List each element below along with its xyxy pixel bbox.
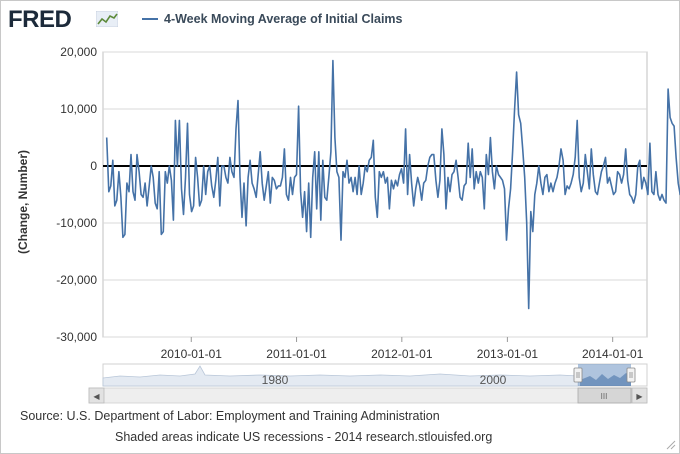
navigator-handle-right[interactable]	[626, 367, 636, 383]
x-tick-label: 2011-01-01	[266, 347, 327, 361]
y-tick-label: -30,000	[56, 330, 97, 344]
x-tick-label: 2013-01-01	[477, 347, 539, 361]
navigator-label-2000: 2000	[480, 373, 507, 387]
scrollbar-track[interactable]	[88, 387, 648, 404]
scroll-left-arrow-icon: ◀	[93, 392, 100, 401]
x-axis: 2010-01-01 2011-01-01 2012-01-01 2013-01-01…	[161, 337, 644, 361]
series-line[interactable]	[105, 59, 680, 310]
scroll-right-button[interactable]	[631, 387, 648, 404]
chart-legend[interactable]: 4-Week Moving Average of Initial Claims	[142, 12, 403, 26]
y-axis-title: (Change, Number)	[16, 150, 30, 254]
resize-grip-icon[interactable]	[666, 440, 676, 450]
navigator-series	[102, 365, 579, 387]
scroll-grip-icon: III	[601, 392, 608, 401]
x-tick-label: 2010-01-01	[161, 347, 223, 361]
y-axis: 20,000 10,000 0 -10,000 -20,000 -30,000	[56, 45, 97, 344]
y-tick-label: -20,000	[56, 273, 97, 287]
y-tick-label: -10,000	[56, 216, 97, 230]
scrollbar-thumb[interactable]	[577, 387, 632, 404]
fred-logo[interactable]: FRED	[8, 6, 72, 33]
source-note: Source: U.S. Department of Labor: Employ…	[20, 409, 440, 423]
fred-chart-icon	[96, 11, 118, 27]
navigator-handle-left[interactable]	[573, 367, 583, 383]
navigator-label-1980: 1980	[262, 373, 289, 387]
y-tick-label: 20,000	[60, 45, 97, 59]
x-tick-label: 2014-01-01	[582, 347, 644, 361]
y-tick-label: 10,000	[60, 102, 97, 116]
legend-swatch	[142, 18, 158, 20]
scroll-left-button[interactable]	[88, 387, 105, 404]
recession-note: Shaded areas indicate US recessions - 20…	[115, 430, 493, 444]
x-tick-label: 2012-01-01	[371, 347, 433, 361]
scroll-right-arrow-icon: ▶	[636, 392, 643, 401]
legend-label: 4-Week Moving Average of Initial Claims	[164, 12, 403, 26]
y-tick-label: 0	[90, 159, 97, 173]
navigator-selected-series	[580, 373, 631, 386]
